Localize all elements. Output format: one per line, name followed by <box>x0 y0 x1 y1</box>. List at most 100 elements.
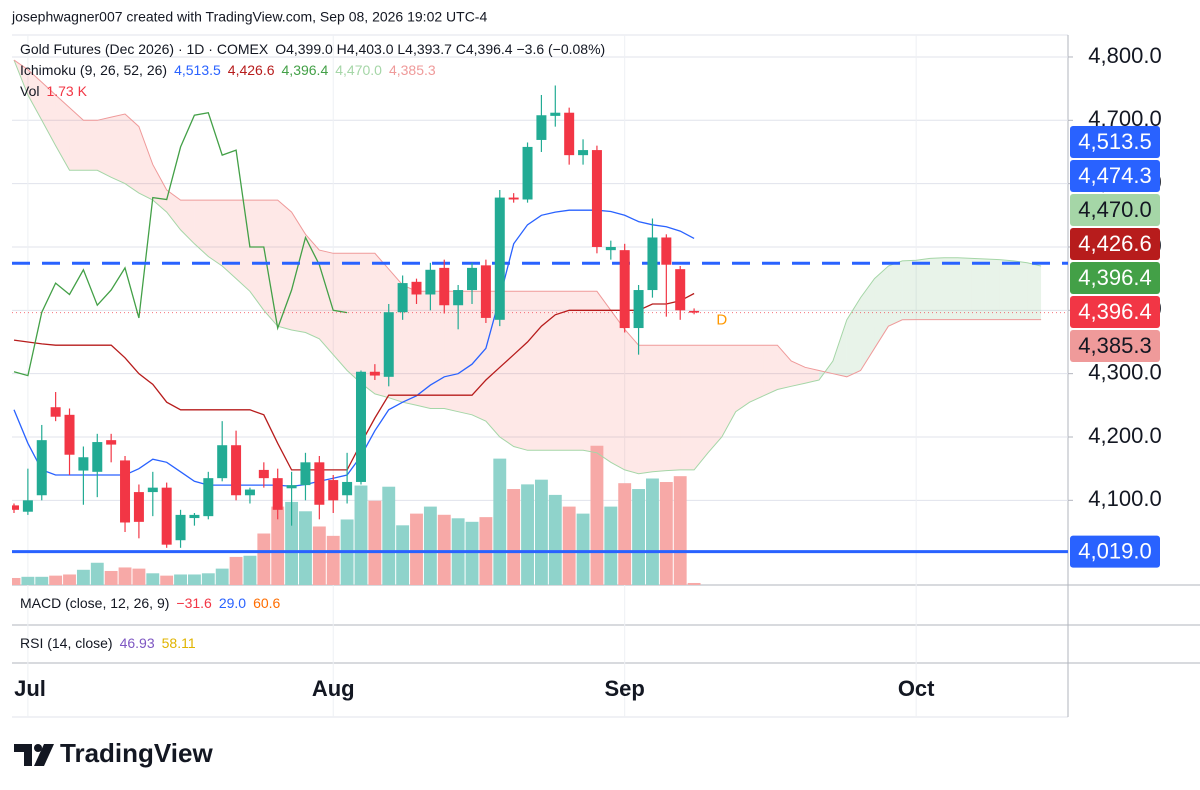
candle-body <box>355 371 366 482</box>
volume-bar <box>576 513 590 585</box>
volume-bar <box>410 513 423 585</box>
legend-row: RSI (14, close) 46.93 58.11 <box>20 635 196 651</box>
volume-bar <box>618 483 632 585</box>
cloud-fill <box>721 345 736 437</box>
cloud-fill <box>888 260 903 327</box>
cloud-fill <box>527 291 542 451</box>
cloud-fill <box>360 253 375 394</box>
leading-span-b <box>13 59 1042 378</box>
x-tick-label: Aug <box>312 676 355 701</box>
candle-body <box>120 460 131 523</box>
cloud-fill <box>111 113 126 184</box>
candle-body <box>605 246 616 251</box>
candle-body <box>647 237 658 291</box>
cloud-fill <box>166 189 181 230</box>
candle-body <box>369 371 380 376</box>
event-marker: D <box>716 311 727 328</box>
price-badge <box>1070 194 1160 226</box>
candle-body <box>272 478 283 510</box>
candle-body <box>508 197 519 200</box>
candle-body <box>591 150 602 247</box>
price-badge <box>1070 296 1160 328</box>
y-tick-label: 4,800.0 <box>1088 43 1161 68</box>
legend-title: MACD (close, 12, 26, 9) <box>20 595 169 611</box>
volume-bar <box>63 574 76 585</box>
volume-bar <box>76 569 90 585</box>
ichimoku-line <box>13 292 695 471</box>
volume-bar <box>507 489 521 585</box>
candle-body <box>328 480 339 501</box>
cloud-fill <box>277 200 292 330</box>
brand-logo: TradingView <box>14 738 213 768</box>
legend-value: 1.73 K <box>46 83 87 99</box>
cloud-fill <box>222 200 237 279</box>
volume-bar <box>646 478 659 585</box>
price-badge-label: 4,426.6 <box>1078 231 1151 256</box>
volume-bar <box>229 556 243 585</box>
legend-title: RSI (14, close) <box>20 635 113 651</box>
legend-value: 4,426.6 <box>228 62 275 78</box>
candle-body <box>78 457 89 471</box>
volume-bar <box>326 535 340 585</box>
volume-bar <box>104 570 118 585</box>
candle-body <box>536 115 547 140</box>
cloud-fill <box>416 291 431 409</box>
volume-bar <box>243 555 257 585</box>
cloud-fill <box>69 107 84 171</box>
candle-body <box>64 414 75 455</box>
cloud-fill <box>916 258 931 320</box>
legend-value: 60.6 <box>253 595 280 611</box>
legend-row: Vol 1.73 K <box>20 83 88 99</box>
volume-bar <box>687 582 701 585</box>
candle-body <box>106 440 117 445</box>
price-badge <box>1070 126 1160 158</box>
volume-bar <box>590 445 604 585</box>
volume-bar <box>396 525 410 585</box>
cloud-fill <box>125 113 139 194</box>
cloud-fill <box>624 329 639 474</box>
candle-body <box>300 462 311 486</box>
volume-bar <box>285 501 299 585</box>
logo-shape <box>34 744 42 752</box>
candle-body <box>92 442 103 472</box>
price-badge <box>1070 160 1160 192</box>
cloud-fill <box>902 260 917 320</box>
legend-value: 4,470.0 <box>335 62 382 78</box>
candle-body <box>550 112 561 116</box>
candle-body <box>133 492 144 522</box>
brand-name: TradingView <box>60 738 213 768</box>
volume-bar <box>299 511 312 585</box>
candle-body <box>258 469 269 479</box>
volume-bar <box>118 567 132 585</box>
leading-span-a <box>13 59 1042 475</box>
legend-value: 4,396.4 <box>282 62 329 78</box>
candle-body <box>383 312 394 377</box>
volume-bar <box>534 479 548 585</box>
candle-body <box>453 290 464 306</box>
volume-bar <box>132 568 146 585</box>
cloud-fill <box>999 259 1014 320</box>
volume-bar <box>521 484 534 585</box>
candle-body <box>578 150 589 156</box>
legend-title: Vol <box>20 83 39 99</box>
cloud-fill <box>27 69 42 121</box>
cloud-fill <box>263 200 278 327</box>
candle-body <box>189 514 200 519</box>
candle-body <box>161 487 172 545</box>
volume-bar <box>49 575 63 585</box>
cloud-fill <box>707 345 722 453</box>
legend-value: 58.11 <box>162 635 196 651</box>
legend-row: Gold Futures (Dec 2026) · 1D · COMEX O4,3… <box>20 41 605 57</box>
volume-bar <box>12 577 21 585</box>
cloud-fill <box>957 257 972 320</box>
candle-body <box>425 269 436 295</box>
cloud-fill <box>763 345 778 396</box>
legend-row: MACD (close, 12, 26, 9) −31.6 29.0 60.6 <box>20 595 281 611</box>
volume-bar <box>187 574 201 585</box>
legend-row: Ichimoku (9, 26, 52, 26) 4,513.5 4,426.6 4,… <box>20 62 436 78</box>
legend-value: 4,385.3 <box>389 62 436 78</box>
cloud-fill <box>194 200 209 257</box>
cloud-fill <box>930 257 944 320</box>
legend-symbol: Gold Futures (Dec 2026) · 1D · COMEX <box>20 41 269 57</box>
